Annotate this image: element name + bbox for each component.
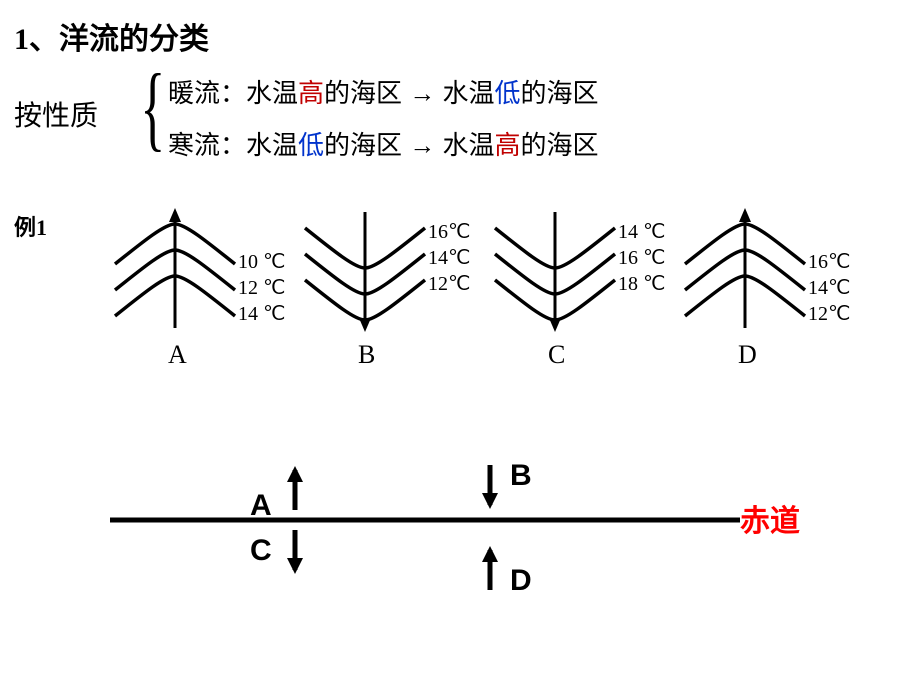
svg-text:14℃: 14℃ — [428, 247, 470, 269]
svg-text:16℃: 16℃ — [428, 221, 470, 243]
isotherm-diagrams: 10 ℃ 12 ℃ 14 ℃ A 16℃ 14℃ 12℃ B 14 ℃ 16 ℃ 18 ℃ C 16℃ 1… — [100, 198, 900, 388]
svg-text:C: C — [250, 534, 272, 567]
arrow-icon: → — [402, 130, 442, 160]
cold-current-definition: 寒流：水温低的海区 → 水温高的海区 — [168, 125, 599, 162]
svg-text:14 ℃: 14 ℃ — [618, 221, 665, 243]
property-label: 按性质 — [14, 94, 98, 134]
svg-text:A: A — [168, 340, 187, 369]
t: 水温 — [246, 79, 298, 108]
warm-from-key: 高 — [298, 79, 324, 108]
t: 水温 — [443, 79, 495, 108]
svg-text:C: C — [548, 340, 565, 369]
svg-text:D: D — [738, 340, 757, 369]
svg-text:12℃: 12℃ — [808, 303, 850, 325]
warm-name: 暖流： — [168, 79, 246, 108]
arrow-icon: → — [402, 78, 442, 108]
cold-name: 寒流： — [168, 131, 246, 160]
svg-text:B: B — [358, 340, 375, 369]
svg-text:12℃: 12℃ — [428, 273, 470, 295]
cold-from-key: 低 — [298, 131, 324, 160]
warm-to-key: 低 — [495, 79, 521, 108]
svg-text:A: A — [250, 489, 272, 522]
svg-text:16℃: 16℃ — [808, 251, 850, 273]
t: 水温 — [443, 131, 495, 160]
warm-current-definition: 暖流：水温高的海区 → 水温低的海区 — [168, 73, 599, 110]
equator-diagram: A B C D — [70, 420, 750, 640]
svg-text:10 ℃: 10 ℃ — [238, 251, 285, 273]
equator-label: 赤道 — [740, 496, 800, 540]
t: 的海区 — [521, 79, 599, 108]
cold-to-key: 高 — [495, 131, 521, 160]
svg-text:14℃: 14℃ — [808, 277, 850, 299]
svg-text:12 ℃: 12 ℃ — [238, 277, 285, 299]
t: 的海区 — [324, 79, 402, 108]
svg-text:D: D — [510, 564, 532, 597]
svg-text:B: B — [510, 459, 532, 492]
svg-text:18 ℃: 18 ℃ — [618, 273, 665, 295]
svg-text:16 ℃: 16 ℃ — [618, 247, 665, 269]
t: 的海区 — [324, 131, 402, 160]
section-title: 1、洋流的分类 — [14, 14, 209, 58]
example-label: 例1 — [14, 210, 47, 242]
svg-text:14 ℃: 14 ℃ — [238, 303, 285, 325]
t: 的海区 — [521, 131, 599, 160]
brace-icon: { — [140, 60, 165, 155]
t: 水温 — [246, 131, 298, 160]
